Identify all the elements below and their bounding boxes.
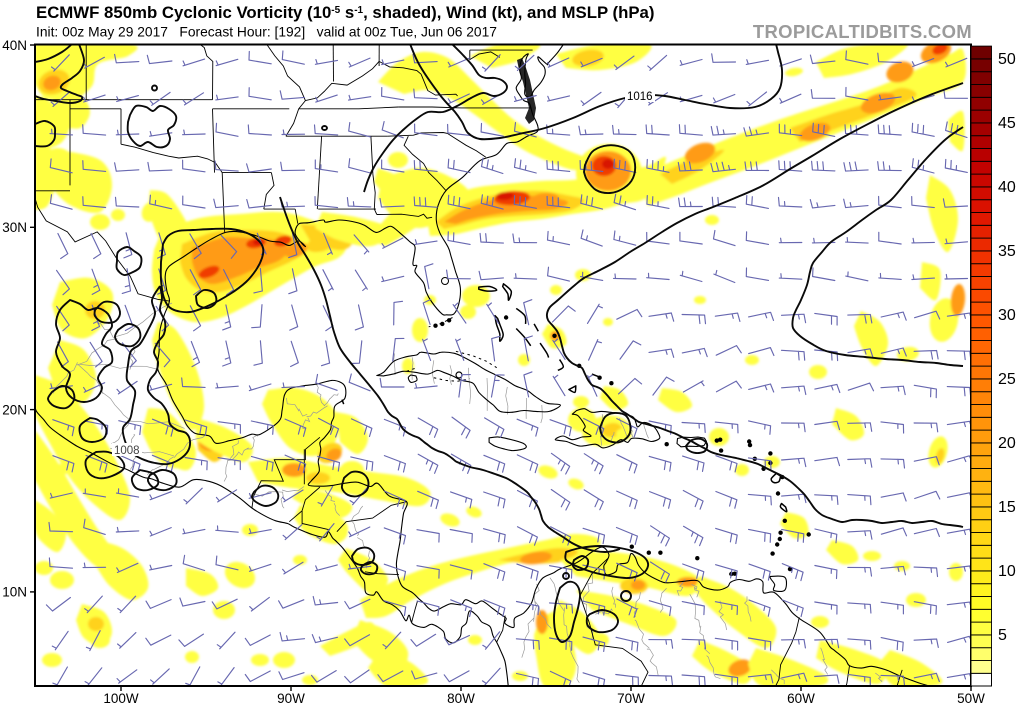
svg-text:30N: 30N bbox=[2, 220, 27, 235]
svg-text:40: 40 bbox=[998, 179, 1016, 196]
svg-text:80W: 80W bbox=[447, 691, 475, 706]
svg-text:100W: 100W bbox=[103, 691, 139, 706]
svg-text:90W: 90W bbox=[277, 691, 305, 706]
svg-text:50: 50 bbox=[998, 51, 1016, 68]
svg-text:ECMWF 850mb Cyclonic Vorticity: ECMWF 850mb Cyclonic Vorticity (10-5 s-1… bbox=[36, 3, 654, 22]
svg-text:5: 5 bbox=[998, 627, 1007, 644]
svg-text:15: 15 bbox=[998, 499, 1016, 516]
svg-text:10N: 10N bbox=[2, 585, 27, 600]
svg-text:35: 35 bbox=[998, 243, 1016, 260]
svg-text:10: 10 bbox=[998, 563, 1016, 580]
svg-text:20: 20 bbox=[998, 435, 1016, 452]
svg-text:30: 30 bbox=[998, 307, 1016, 324]
svg-text:20N: 20N bbox=[2, 402, 27, 417]
svg-text:45: 45 bbox=[998, 115, 1016, 132]
svg-text:1008: 1008 bbox=[114, 445, 140, 457]
svg-text:50W: 50W bbox=[957, 691, 985, 706]
svg-text:40N: 40N bbox=[2, 38, 27, 53]
svg-text:70W: 70W bbox=[617, 691, 645, 706]
svg-text:TROPICALTIDBITS.COM: TROPICALTIDBITS.COM bbox=[753, 21, 972, 42]
svg-text:1016: 1016 bbox=[627, 91, 653, 103]
svg-text:60W: 60W bbox=[787, 691, 815, 706]
svg-text:25: 25 bbox=[998, 371, 1016, 388]
svg-text:Init: 00z May 29 2017 Foreca: Init: 00z May 29 2017 Forecast Hour: [19… bbox=[36, 25, 497, 40]
